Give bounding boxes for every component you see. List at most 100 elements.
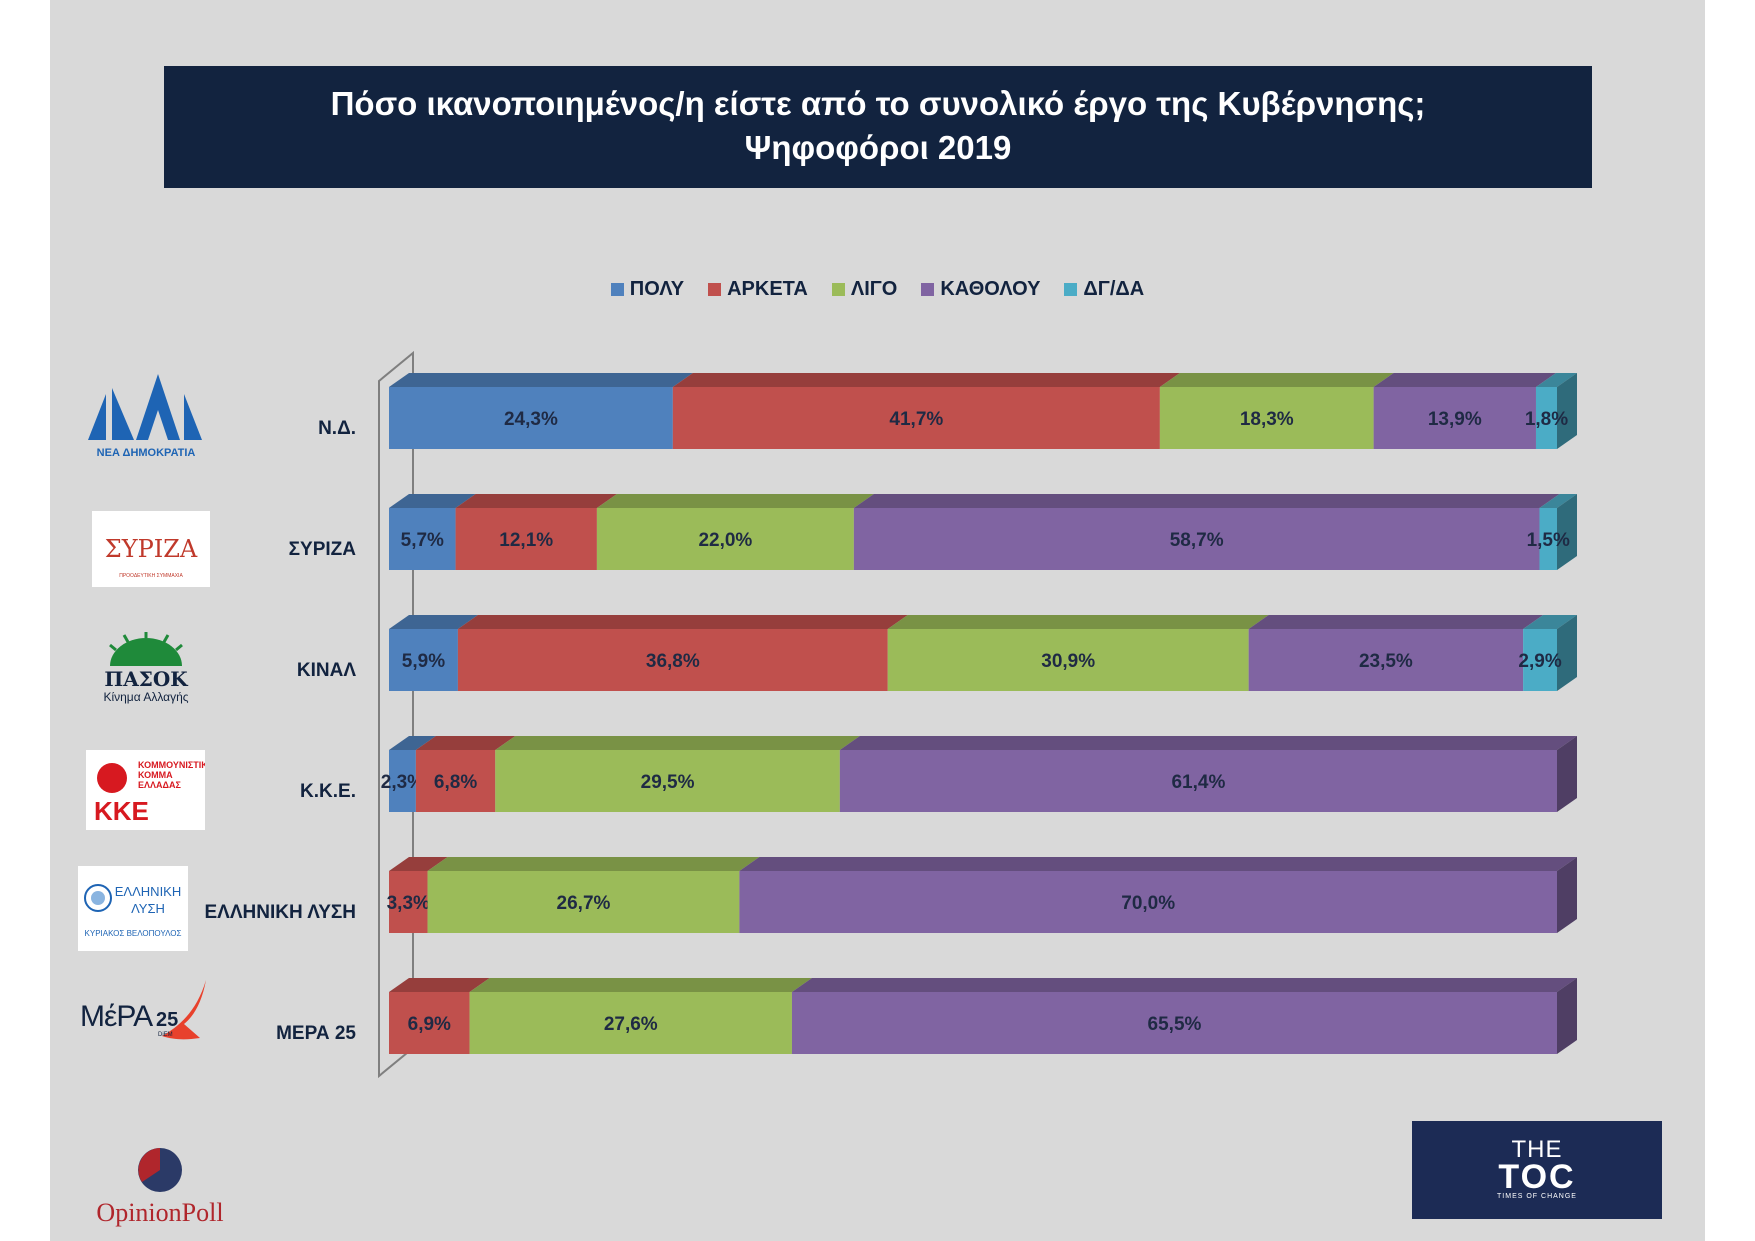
bar-value-label: 3,3%	[387, 893, 430, 914]
legend-item: ΚΑΘΟΛΟΥ	[921, 278, 1040, 301]
bar-segment-side	[1557, 373, 1577, 449]
opinion-poll-logo: OpinionPoll	[80, 1140, 240, 1230]
nd-logo-text: ΝΕΑ ΔΗΜΟΚΡΑΤΙΑ	[97, 447, 196, 458]
mera25-logo-text: ΜέΡΑ	[80, 1000, 153, 1033]
legend-swatch	[708, 283, 722, 296]
bar-segment	[389, 629, 458, 691]
bar-segment-top	[455, 494, 617, 508]
mera25-logo-subtext: DiEM	[158, 1032, 173, 1038]
bar-segment	[887, 629, 1249, 691]
kke-logo-line3: ΕΛΛΑΔΑΣ	[138, 780, 181, 790]
bar-segment-top	[1523, 615, 1577, 629]
kke-logo: ΚΚΕ ΚΟΜΜΟΥΝΙΣΤΙΚΟ ΚΟΜΜΑ ΕΛΛΑΔΑΣ	[86, 750, 214, 830]
bar-value-label: 65,5%	[1148, 1014, 1202, 1035]
bar-segment	[389, 387, 673, 449]
elliniki-lysi-logo: ΕΛΛΗΝΙΚΗ ΛΥΣΗ ΚΥΡΙΑΚΟΣ ΒΕΛΟΠΟΥΛΟΣ	[78, 866, 188, 951]
bar-segment	[455, 508, 597, 570]
bar-segment	[1535, 387, 1557, 449]
pasok-logo: ΠΑΣΟΚ Κίνημα Αλλαγής	[84, 630, 208, 706]
bar-value-label: 18,3%	[1240, 409, 1294, 430]
bar-value-label: 24,3%	[504, 409, 558, 430]
bar-segment-top	[1539, 494, 1577, 508]
category-label: Ν.Δ.	[318, 418, 356, 439]
bar-segment-side	[1557, 615, 1577, 691]
bar-segment	[469, 992, 792, 1054]
thetoc-logo-subtext: TIMES OF CHANGE	[1497, 1193, 1577, 1200]
legend-item: ΔΓ/ΔΑ	[1064, 278, 1144, 301]
bar-segment-top	[672, 373, 1180, 387]
bar-segment	[1373, 387, 1536, 449]
elliniki-lysi-logo-line1: ΕΛΛΗΝΙΚΗ	[115, 884, 182, 899]
bar-value-label: 26,7%	[557, 893, 611, 914]
bar-segment-top	[596, 494, 874, 508]
category-label: ΣΥΡΙΖΑ	[289, 539, 357, 560]
bar-segment-top	[739, 857, 1577, 871]
bar-segment	[1248, 629, 1524, 691]
bar-segment	[853, 508, 1540, 570]
bar-value-label: 22,0%	[698, 530, 752, 551]
bar-segment-top	[469, 978, 812, 992]
bar-segment-side	[1557, 736, 1577, 812]
legend-item: ΑΡΚΕΤΑ	[708, 278, 808, 301]
pasok-logo-text: ΠΑΣΟΚ	[104, 667, 188, 691]
bar-segment-top	[1535, 373, 1577, 387]
bar-segment	[596, 508, 854, 570]
opinion-poll-logo-mark	[138, 1148, 182, 1192]
bar-segment-top	[495, 736, 860, 750]
elliniki-lysi-logo-line2: ΛΥΣΗ	[131, 901, 165, 916]
bar-segment-top	[839, 736, 1577, 750]
bar-segment	[415, 750, 496, 812]
bar-value-label: 1,5%	[1527, 530, 1570, 551]
bar-value-label: 27,6%	[604, 1014, 658, 1035]
bar-segment-top	[389, 736, 436, 750]
bar-value-label: 5,9%	[402, 651, 445, 672]
bar-value-label: 12,1%	[499, 530, 553, 551]
nd-logo-mark: ΝΕΑ ΔΗΜΟΚΡΑΤΙΑ	[88, 374, 202, 459]
bar-value-label: 5,7%	[401, 530, 444, 551]
bar-value-label: 23,5%	[1359, 651, 1413, 672]
bar-value-label: 1,8%	[1525, 409, 1568, 430]
bar-segment-side	[1557, 978, 1577, 1054]
bar-segment-top	[389, 615, 478, 629]
legend-item: ΠΟΛΥ	[610, 278, 684, 301]
bar-segment	[389, 992, 470, 1054]
legend-label: ΑΡΚΕΤΑ	[727, 278, 808, 300]
bar-segment-top	[389, 857, 448, 871]
bar-segment	[1539, 508, 1557, 570]
bar-segment	[457, 629, 888, 691]
kke-logo-line2: ΚΟΜΜΑ	[138, 770, 173, 780]
syriza-logo-text: ΣΥΡΙΖΑ	[105, 535, 198, 563]
bar-segment-top	[427, 857, 760, 871]
bar-value-label: 2,3%	[381, 772, 424, 793]
thetoc-logo-the: THE	[1511, 1136, 1563, 1163]
bar-segment	[1523, 629, 1557, 691]
legend-swatch	[610, 283, 624, 296]
legend-swatch	[831, 283, 845, 296]
bar-segment-side	[1557, 494, 1577, 570]
category-label: ΚΙΝΑΛ	[297, 660, 356, 681]
bar-value-label: 58,7%	[1170, 530, 1224, 551]
bar-value-label: 36,8%	[646, 651, 700, 672]
kke-logo-line1: ΚΟΜΜΟΥΝΙΣΤΙΚΟ	[138, 760, 205, 770]
bar-segment	[1159, 387, 1374, 449]
legend-label: ΚΑΘΟΛΟΥ	[940, 278, 1041, 300]
mera25-logo: ΜέΡΑ 25 DiEM	[76, 976, 212, 1052]
bar-value-label: 29,5%	[641, 772, 695, 793]
thetoc-logo-toc: TOC	[1498, 1158, 1576, 1196]
pasok-logo-subtext: Κίνημα Αλλαγής	[103, 690, 188, 704]
axis-wall	[378, 350, 414, 1079]
bar-segment	[791, 992, 1557, 1054]
bar-segment	[495, 750, 840, 812]
bar-value-label: 30,9%	[1041, 651, 1095, 672]
bar-segment-top	[389, 373, 693, 387]
bar-value-label: 6,8%	[434, 772, 477, 793]
bar-segment-top	[853, 494, 1560, 508]
chart-legend: ΠΟΛΥ ΑΡΚΕΤΑ ΛΙΓΟ ΚΑΘΟΛΟΥ ΔΓ/ΔΑ	[0, 278, 1755, 301]
mera25-logo-number: 25	[156, 1009, 178, 1031]
bar-segment	[389, 871, 428, 933]
bar-segment-top	[887, 615, 1269, 629]
legend-label: ΔΓ/ΔΑ	[1083, 278, 1145, 300]
chart-subtitle: Ψηφοφόροι 2019	[744, 129, 1012, 166]
bar-segment	[739, 871, 1557, 933]
